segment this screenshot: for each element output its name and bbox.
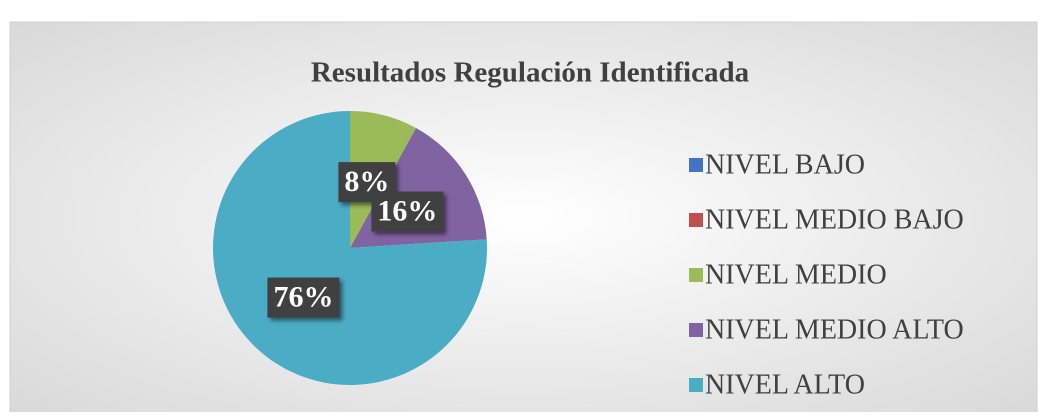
legend-swatch xyxy=(689,213,703,227)
data-label-text: 76% xyxy=(273,280,333,313)
chart-area xyxy=(9,21,1038,415)
data-label-box xyxy=(371,191,444,232)
chart-title: Resultados Regulación Identificada xyxy=(311,57,750,89)
legend-swatch xyxy=(689,323,703,337)
data-label-text: 16% xyxy=(377,194,437,227)
legend-label: NIVEL MEDIO xyxy=(705,259,887,290)
legend-label: NIVEL MEDIO BAJO xyxy=(705,204,964,235)
data-label-box xyxy=(267,277,340,318)
legend-label: NIVEL ALTO xyxy=(705,369,865,400)
legend-swatch xyxy=(689,378,703,392)
legend-swatch xyxy=(689,158,703,172)
data-label: 16% xyxy=(371,191,444,232)
legend-label: NIVEL MEDIO ALTO xyxy=(705,314,964,345)
data-label: 76% xyxy=(267,277,340,318)
legend-label: NIVEL BAJO xyxy=(705,149,865,180)
legend-swatch xyxy=(689,268,703,282)
